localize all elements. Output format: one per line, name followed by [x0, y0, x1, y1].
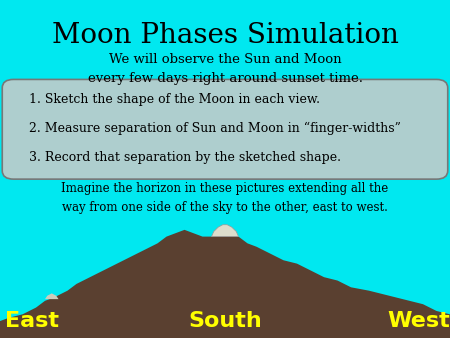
Text: East: East [4, 311, 59, 331]
Text: Moon Phases Simulation: Moon Phases Simulation [52, 22, 398, 49]
Text: We will observe the Sun and Moon
every few days right around sunset time.: We will observe the Sun and Moon every f… [87, 53, 363, 85]
Text: West: West [387, 311, 450, 331]
Polygon shape [45, 293, 58, 299]
Polygon shape [0, 230, 450, 338]
Text: 3. Record that separation by the sketched shape.: 3. Record that separation by the sketche… [29, 151, 341, 164]
Text: South: South [188, 311, 262, 331]
FancyBboxPatch shape [2, 79, 448, 179]
Text: Imagine the horizon in these pictures extending all the
way from one side of the: Imagine the horizon in these pictures ex… [61, 182, 389, 214]
Text: 2. Measure separation of Sun and Moon in “finger-widths”: 2. Measure separation of Sun and Moon in… [29, 122, 401, 135]
Text: 1. Sketch the shape of the Moon in each view.: 1. Sketch the shape of the Moon in each … [29, 93, 320, 106]
Polygon shape [212, 225, 239, 237]
